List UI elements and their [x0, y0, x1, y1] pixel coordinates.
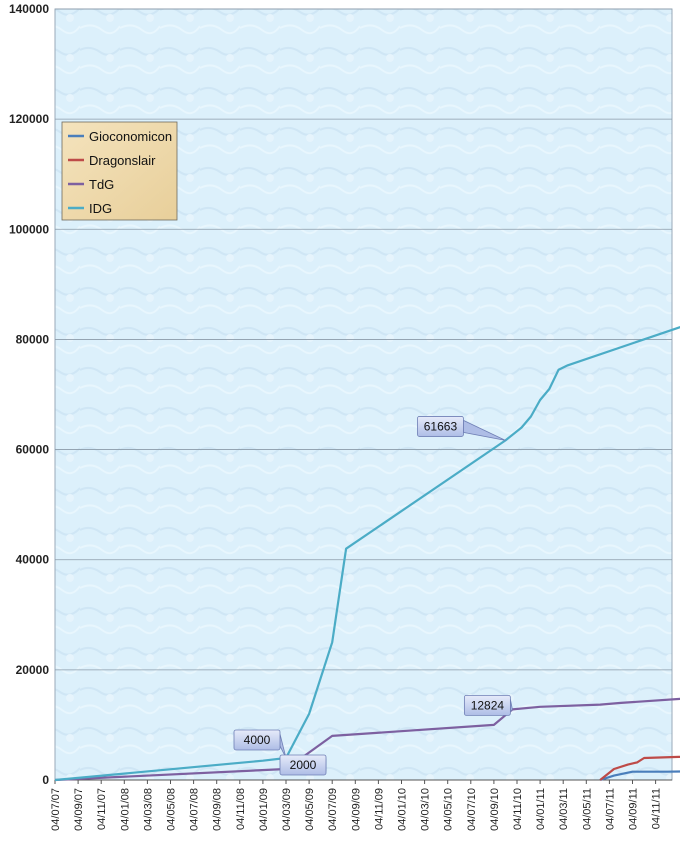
gridlines	[55, 8, 672, 671]
x-tick-label: 04/01/10	[397, 788, 409, 831]
x-tick-label: 04/07/10	[466, 788, 478, 831]
x-tick-label: 04/09/10	[489, 788, 501, 831]
callout-box	[417, 416, 464, 437]
x-axis: 04/07/07 04/09/07 04/11/07 04/01/08 04/03/08…	[50, 779, 672, 831]
legend-label: IDG	[89, 201, 112, 216]
callout-2000: 2000	[279, 754, 327, 776]
x-tick-label: 04/07/09	[327, 788, 339, 831]
callout-label: 12824	[471, 698, 505, 712]
y-tick-label: 80000	[16, 332, 50, 346]
x-tick-label: 04/03/10	[420, 788, 432, 831]
x-tick-label: 04/07/07	[50, 788, 62, 831]
legend-label: Gioconomicon	[89, 129, 172, 144]
x-tick-label: 04/11/08	[235, 788, 247, 830]
callout-12824: 12824	[463, 694, 513, 716]
series-lines	[54, 326, 680, 782]
x-tick-label: 04/11/09	[373, 788, 385, 830]
x-tick-label: 04/09/07	[73, 788, 85, 831]
x-tick-label: 04/05/08	[166, 788, 178, 831]
series-line-idg	[54, 326, 680, 782]
y-axis: 0 20000 40000 60000 80000 100000 120000 140000	[9, 2, 49, 787]
legend: Gioconomicon Dragonslair TdG IDG	[61, 121, 178, 221]
callout-box	[463, 694, 511, 716]
y-tick-label: 100000	[9, 222, 49, 236]
x-tick-label: 04/09/08	[212, 788, 224, 831]
x-tick-label: 04/09/11	[628, 788, 640, 830]
series-line-tdg	[54, 697, 680, 782]
x-tick-label: 04/03/11	[558, 788, 570, 830]
callout-61663: 61663	[417, 416, 506, 441]
callout-label: 4000	[244, 733, 271, 747]
callout-box	[279, 754, 327, 776]
x-tick-label: 04/11/11	[651, 788, 663, 829]
y-tick-label: 0	[42, 773, 49, 787]
legend-label: Dragonslair	[89, 153, 156, 168]
callout-label: 61663	[424, 419, 458, 433]
series-line-gioconomicon	[599, 770, 680, 782]
callout-4000: 4000	[233, 729, 287, 759]
legend-box	[61, 121, 178, 221]
y-tick-label: 140000	[9, 2, 49, 16]
data-callouts: 4000 2000 12824 61663	[233, 416, 513, 776]
legend-label: TdG	[89, 177, 114, 192]
x-tick-label: 04/05/11	[581, 788, 593, 830]
x-tick-label: 04/11/10	[512, 788, 524, 830]
x-tick-label: 04/01/11	[535, 788, 547, 830]
y-tick-label: 40000	[16, 553, 50, 567]
x-tick-label: 04/01/09	[258, 788, 270, 831]
x-tick-label: 04/07/11	[604, 788, 616, 830]
x-tick-label: 04/11/07	[96, 788, 108, 830]
x-tick-label: 04/01/08	[119, 788, 131, 831]
x-tick-label: 04/05/10	[443, 788, 455, 831]
y-tick-label: 20000	[16, 663, 50, 677]
callout-label: 2000	[290, 758, 317, 772]
x-tick-label: 04/07/08	[189, 788, 201, 831]
callout-box	[233, 729, 281, 751]
series-line-dragonslair	[599, 755, 680, 781]
y-tick-label: 120000	[9, 112, 49, 126]
x-tick-label: 04/03/09	[281, 788, 293, 831]
x-tick-label: 04/09/09	[350, 788, 362, 831]
x-tick-label: 04/03/08	[142, 788, 154, 831]
x-tick-label: 04/05/09	[304, 788, 316, 831]
y-tick-label: 60000	[16, 443, 50, 457]
